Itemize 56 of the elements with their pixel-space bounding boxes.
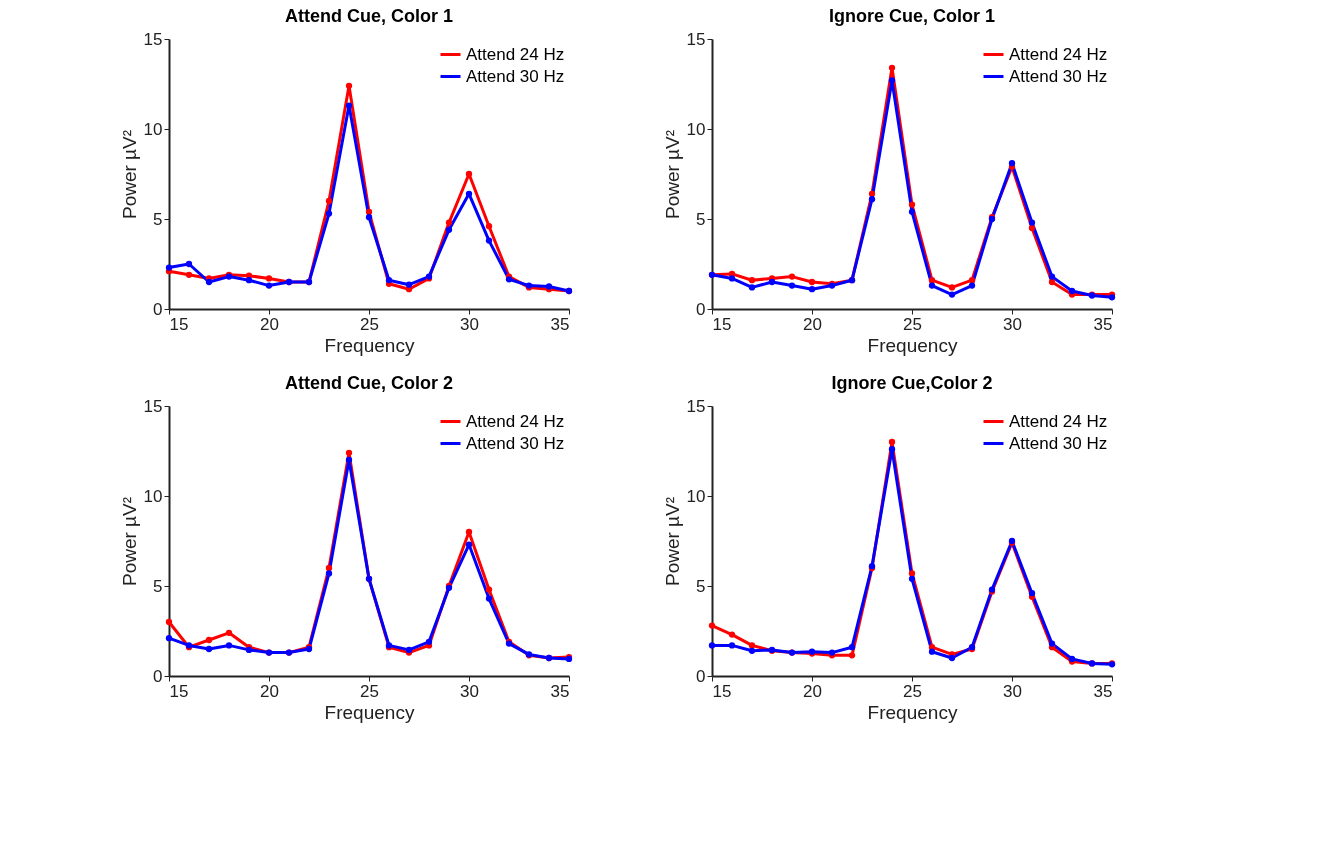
x-tick-label: 35: [1093, 314, 1113, 334]
y-tick-label: 5: [696, 209, 706, 229]
x-tick-label: 30: [1003, 681, 1022, 701]
y-tick-label: 5: [696, 576, 706, 596]
y-axis-title: Power µV²: [661, 496, 683, 587]
x-tick-label: 25: [360, 681, 379, 701]
x-tick-label: 20: [803, 681, 822, 701]
y-tick-label: 5: [153, 576, 163, 596]
x-tick-label: 35: [550, 681, 570, 701]
y-tick-label: 15: [686, 29, 706, 49]
legend-label: Attend 30 Hz: [1009, 66, 1108, 86]
x-tick-label: 15: [169, 681, 189, 701]
y-tick-label: 15: [686, 396, 706, 416]
y-tick-label: 0: [153, 299, 163, 319]
y-axis-title: Power µV²: [118, 129, 140, 220]
y-tick-label: 5: [153, 209, 163, 229]
x-tick-label: 25: [903, 314, 922, 334]
y-tick-label: 0: [696, 666, 706, 686]
chart-title: Ignore Cue,Color 2: [831, 373, 993, 393]
y-tick-label: 15: [143, 396, 163, 416]
legend-label: Attend 30 Hz: [1009, 433, 1108, 453]
x-tick-label: 20: [803, 314, 822, 334]
x-tick-label: 15: [712, 681, 732, 701]
chart-title: Attend Cue, Color 1: [284, 6, 454, 26]
chart-title: Attend Cue, Color 2: [284, 373, 454, 393]
legend-label: Attend 30 Hz: [466, 433, 565, 453]
y-tick-label: 15: [143, 29, 163, 49]
legend-label: Attend 24 Hz: [466, 411, 565, 431]
x-tick-label: 30: [460, 314, 479, 334]
x-tick-label: 25: [360, 314, 379, 334]
x-tick-label: 30: [1003, 314, 1022, 334]
x-axis-title: Frequency: [867, 701, 958, 723]
x-tick-label: 15: [712, 314, 732, 334]
x-tick-label: 25: [903, 681, 922, 701]
x-tick-label: 20: [260, 681, 279, 701]
x-axis-title: Frequency: [867, 334, 958, 356]
y-tick-label: 10: [686, 486, 706, 506]
y-tick-label: 10: [686, 119, 706, 139]
y-tick-label: 0: [153, 666, 163, 686]
x-tick-label: 30: [460, 681, 479, 701]
x-tick-label: 15: [169, 314, 189, 334]
chart-title: Ignore Cue, Color 1: [828, 6, 996, 26]
y-tick-label: 10: [143, 119, 163, 139]
legend-label: Attend 24 Hz: [1009, 411, 1108, 431]
x-tick-label: 35: [1093, 681, 1113, 701]
x-axis-title: Frequency: [324, 334, 415, 356]
x-tick-label: 35: [550, 314, 570, 334]
y-axis-title: Power µV²: [661, 129, 683, 220]
legend-label: Attend 24 Hz: [1009, 44, 1108, 64]
x-tick-label: 20: [260, 314, 279, 334]
legend-label: Attend 30 Hz: [466, 66, 565, 86]
y-tick-label: 0: [696, 299, 706, 319]
legend-label: Attend 24 Hz: [466, 44, 565, 64]
y-axis-title: Power µV²: [118, 496, 140, 587]
y-tick-label: 10: [143, 486, 163, 506]
x-axis-title: Frequency: [324, 701, 415, 723]
